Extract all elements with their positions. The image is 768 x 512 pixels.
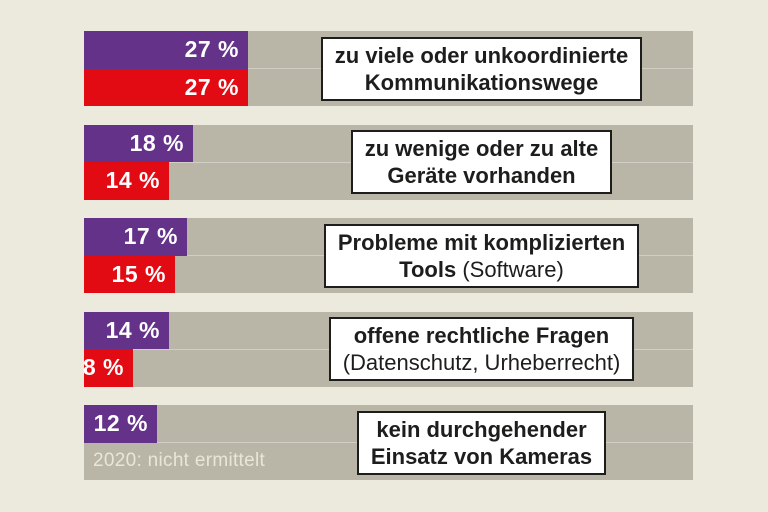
category-label-line: Geräte vorhanden [365, 162, 598, 189]
category-label-line: Tools (Software) [338, 256, 625, 283]
category-label-line: Kommunikationswege [335, 69, 628, 96]
category-label-zone: zu wenige oder zu alte Geräte vorhanden [270, 125, 693, 200]
bar-value-label: 12 % [93, 410, 148, 437]
bar-red: 15 % [84, 255, 175, 293]
bar-value-label: 14 % [105, 167, 160, 194]
bar-row: 17 % [84, 218, 187, 256]
category-label-line: (Datenschutz, Urheberrecht) [343, 349, 621, 376]
bar-value-label: 8 % [82, 354, 124, 381]
category-label-box: zu viele oder unkoordinierte Kommunikatio… [320, 36, 643, 101]
bar-purple: 14 % [84, 311, 169, 349]
label-text-segment: (Datenschutz, Urheberrecht) [342, 350, 621, 375]
category-label-box: Probleme mit komplizierten Tools (Softwar… [323, 223, 640, 288]
category-band: 27 % 27 % zu viele oder unkoordinierte Komm… [84, 31, 693, 106]
category-label-zone: Probleme mit komplizierten Tools (Softwar… [270, 218, 693, 293]
bar-row: 12 % [84, 405, 157, 443]
category-label-line: zu wenige oder zu alte [365, 135, 598, 162]
category-label-zone: zu viele oder unkoordinierte Kommunikatio… [270, 31, 693, 106]
category-label-line: Einsatz von Kameras [371, 443, 592, 470]
label-text-segment: (Software) [456, 256, 564, 282]
bar-red: 27 % [84, 68, 248, 106]
category-label-line: offene rechtliche Fragen [343, 322, 621, 349]
category-band: 12 % 2020: nicht ermittelt kein durchgehen… [84, 405, 693, 480]
category-label-zone: kein durchgehender Einsatz von Kameras [270, 405, 693, 480]
label-text-segment: kein durchgehender [376, 416, 587, 442]
category-label-line: zu viele oder unkoordinierte [335, 42, 628, 69]
bar-row: 18 % [84, 124, 193, 162]
label-text-segment: Geräte vorhanden [387, 163, 576, 188]
label-text-segment: offene rechtliche Fragen [353, 323, 610, 348]
category-band: 14 % 8 % offene rechtliche Fragen (Datensch… [82, 311, 693, 387]
bar-value-label: 27 % [184, 36, 239, 63]
bar-row: 27 % [84, 68, 248, 106]
label-text-segment: Probleme mit komplizierten [337, 229, 626, 255]
bar-row: 27 % [84, 31, 248, 69]
category-label-zone: offene rechtliche Fragen (Datenschutz, Ur… [270, 312, 693, 387]
bar-red: 14 % [84, 162, 169, 200]
bar-row: 14 % [84, 162, 169, 200]
category-label-line: kein durchgehender [371, 416, 592, 443]
missing-data-note: 2020: nicht ermittelt [93, 443, 265, 481]
bar-row: 8 % [82, 349, 133, 387]
bar-value-label: 14 % [105, 316, 160, 343]
label-text-segment: zu viele oder unkoordinierte [334, 42, 629, 68]
bar-purple: 17 % [84, 218, 187, 256]
category-label-box: offene rechtliche Fragen (Datenschutz, Ur… [328, 317, 635, 381]
bar-red: 8 % [82, 349, 133, 387]
bar-purple: 18 % [84, 124, 193, 162]
bar-value-label: 17 % [123, 223, 178, 250]
bar-value-label: 15 % [111, 260, 166, 287]
label-text-segment: Tools [399, 256, 457, 282]
missing-data-note-text: 2020: nicht ermittelt [93, 450, 266, 472]
label-text-segment: Einsatz von Kameras [370, 443, 593, 469]
category-label-box: kein durchgehender Einsatz von Kameras [356, 410, 607, 475]
category-label-line: Probleme mit komplizierten [338, 229, 625, 256]
category-band: 18 % 14 % zu wenige oder zu alte Geräte vor… [84, 124, 693, 200]
category-label-box: zu wenige oder zu alte Geräte vorhanden [350, 130, 613, 194]
bar-row: 14 % [84, 311, 169, 349]
label-text-segment: zu wenige oder zu alte [364, 136, 599, 161]
bar-value-label: 27 % [184, 73, 239, 100]
bar-purple: 27 % [84, 31, 248, 69]
category-band: 17 % 15 % Probleme mit komplizierten Tools … [84, 218, 693, 293]
bar-purple: 12 % [84, 405, 157, 443]
bar-row: 15 % [84, 255, 175, 293]
bar-value-label: 18 % [129, 129, 184, 156]
label-text-segment: Kommunikationswege [364, 69, 599, 95]
